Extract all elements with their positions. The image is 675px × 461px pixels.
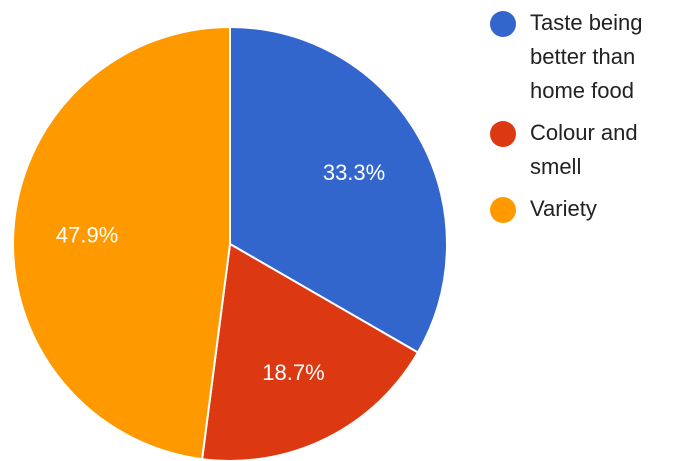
legend-item-variety[interactable]: Variety xyxy=(484,192,672,226)
legend-label-variety: Variety xyxy=(530,196,597,221)
pie-slice-variety[interactable] xyxy=(12,26,231,461)
legend-label-taste-line-3: home food xyxy=(530,78,634,103)
legend: Taste being better than home food Colour… xyxy=(484,6,672,234)
legend-item-taste[interactable]: Taste being better than home food xyxy=(484,6,672,108)
slice-value-label: 47.9% xyxy=(56,222,118,247)
pie-slice-taste-being-better-than-home-food[interactable] xyxy=(229,26,448,354)
legend-label-taste-line-2: better than xyxy=(530,44,636,69)
slice-layer xyxy=(12,26,448,461)
slice-value-label: 33.3% xyxy=(323,160,385,185)
legend-label-colour-line-1: Colour and xyxy=(530,120,638,145)
legend-label-variety-line-1: Variety xyxy=(530,196,597,221)
legend-label-colour-line-2: smell xyxy=(530,154,582,179)
legend-swatch-colour-and-smell xyxy=(490,121,516,147)
slice-value-label: 18.7% xyxy=(262,360,324,385)
legend-swatch-variety xyxy=(490,197,516,223)
label-layer: 33.3% 18.7% 47.9% xyxy=(56,160,385,385)
legend-label-taste-line-1: Taste being xyxy=(530,10,643,35)
legend-label-taste: Taste being better than home food xyxy=(530,10,643,103)
legend-item-colour-and-smell[interactable]: Colour and smell xyxy=(484,116,672,184)
legend-swatch-taste xyxy=(490,11,516,37)
legend-label-colour-and-smell: Colour and smell xyxy=(530,120,638,179)
